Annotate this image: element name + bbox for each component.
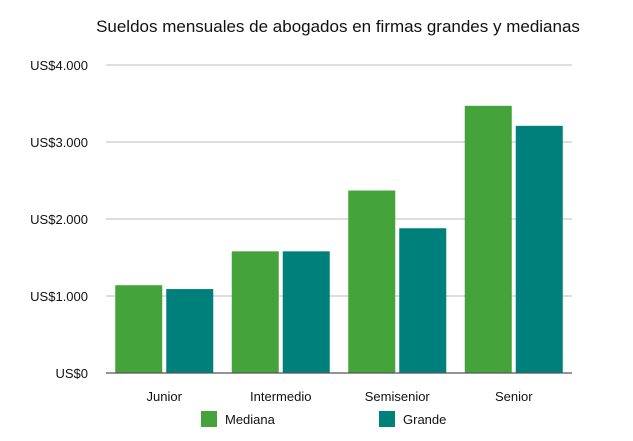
bar-mediana-senior bbox=[464, 105, 512, 373]
x-category-label: Senior bbox=[495, 389, 533, 404]
y-tick-label: US$4.000 bbox=[30, 58, 88, 73]
bar-grande-intermedio bbox=[282, 251, 330, 373]
x-category-label: Semisenior bbox=[365, 389, 431, 404]
x-category-label: Intermedio bbox=[250, 389, 311, 404]
chart-title: Sueldos mensuales de abogados en firmas … bbox=[96, 17, 580, 36]
legend-label: Grande bbox=[403, 412, 446, 427]
y-axis-ticks: US$0 US$1.000 US$2.000 US$3.000 US$4.000 bbox=[30, 58, 88, 381]
bar-mediana-semisenior bbox=[348, 190, 396, 373]
x-category-label: Junior bbox=[147, 389, 183, 404]
bars bbox=[115, 105, 563, 373]
bar-grande-senior bbox=[515, 125, 563, 373]
legend: Mediana Grande bbox=[201, 411, 446, 427]
legend-label: Mediana bbox=[225, 412, 276, 427]
y-tick-label: US$1.000 bbox=[30, 289, 88, 304]
y-tick-label: US$0 bbox=[55, 366, 88, 381]
legend-swatch-grande bbox=[379, 411, 395, 427]
bar-grande-junior bbox=[166, 289, 214, 373]
x-axis-categories: Junior Intermedio Semisenior Senior bbox=[147, 389, 534, 404]
bar-mediana-intermedio bbox=[231, 251, 279, 373]
y-tick-label: US$3.000 bbox=[30, 135, 88, 150]
bar-grande-semisenior bbox=[399, 228, 447, 373]
legend-swatch-mediana bbox=[201, 411, 217, 427]
bar-mediana-junior bbox=[115, 285, 163, 373]
y-tick-label: US$2.000 bbox=[30, 212, 88, 227]
